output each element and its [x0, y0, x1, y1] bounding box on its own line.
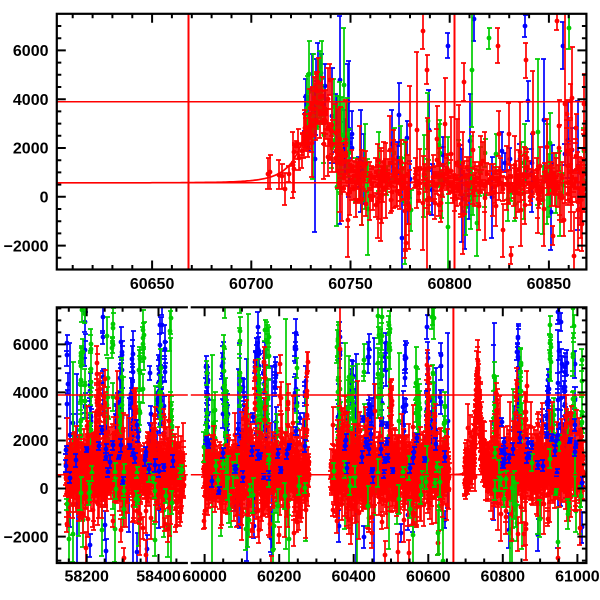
svg-text:0: 0 [40, 481, 49, 498]
svg-text:60800: 60800 [427, 276, 472, 293]
svg-text:60800: 60800 [481, 569, 526, 586]
svg-text:60650: 60650 [130, 276, 175, 293]
svg-text:4000: 4000 [13, 385, 49, 402]
svg-text:−2000: −2000 [4, 529, 49, 546]
svg-text:60700: 60700 [229, 276, 274, 293]
svg-text:2000: 2000 [13, 141, 49, 158]
svg-text:60000: 60000 [182, 569, 227, 586]
svg-text:61000: 61000 [555, 569, 600, 586]
svg-text:6000: 6000 [13, 43, 49, 60]
svg-text:60600: 60600 [406, 569, 451, 586]
svg-text:−2000: −2000 [4, 238, 49, 255]
svg-text:58400: 58400 [136, 569, 181, 586]
svg-text:60400: 60400 [331, 569, 376, 586]
svg-text:0: 0 [40, 190, 49, 207]
svg-text:60200: 60200 [257, 569, 302, 586]
svg-text:60850: 60850 [527, 276, 572, 293]
svg-text:6000: 6000 [13, 337, 49, 354]
svg-text:58200: 58200 [64, 569, 109, 586]
svg-text:4000: 4000 [13, 92, 49, 109]
svg-text:60750: 60750 [328, 276, 373, 293]
svg-text:2000: 2000 [13, 433, 49, 450]
